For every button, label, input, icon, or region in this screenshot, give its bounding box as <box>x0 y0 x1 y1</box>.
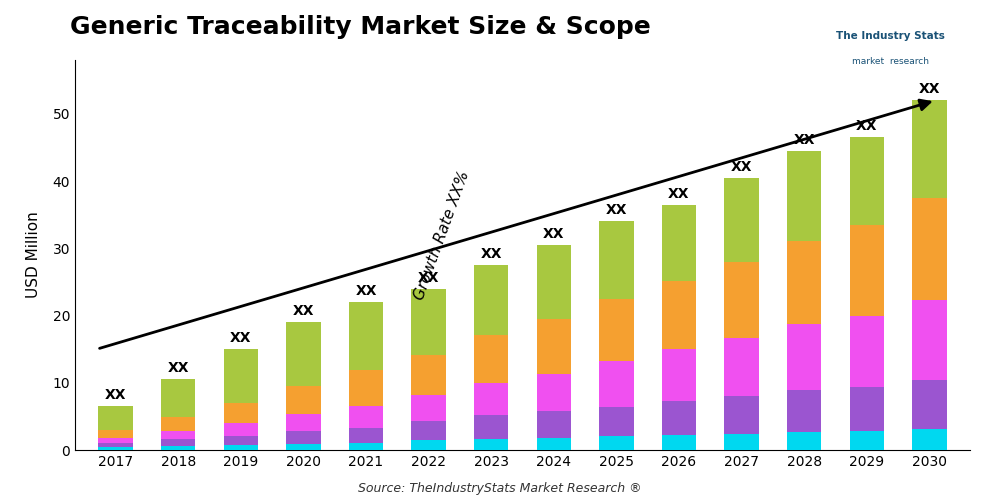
Bar <box>724 396 759 434</box>
Bar <box>724 338 759 396</box>
Bar <box>474 439 508 450</box>
Bar <box>161 440 195 446</box>
Bar <box>662 436 696 450</box>
Bar <box>349 406 383 428</box>
Text: XX: XX <box>543 227 565 241</box>
Bar <box>224 423 258 436</box>
Bar <box>537 374 571 411</box>
Bar <box>161 431 195 440</box>
Bar <box>161 446 195 450</box>
Bar <box>724 262 759 338</box>
Bar <box>474 265 508 336</box>
Bar <box>474 384 508 415</box>
Bar <box>411 395 446 421</box>
Bar <box>286 322 321 386</box>
Text: Generic Traceability Market Size & Scope: Generic Traceability Market Size & Scope <box>70 15 651 39</box>
Bar <box>286 431 321 444</box>
Text: XX: XX <box>480 247 502 261</box>
Text: XX: XX <box>355 284 377 298</box>
Text: XX: XX <box>793 132 815 146</box>
Bar <box>98 448 133 450</box>
Bar <box>537 245 571 318</box>
Bar <box>850 138 884 225</box>
Text: Source: TheIndustryStats Market Research ®: Source: TheIndustryStats Market Research… <box>358 482 642 495</box>
Bar <box>224 445 258 450</box>
Bar <box>787 324 821 390</box>
Bar <box>349 370 383 406</box>
Bar <box>411 440 446 450</box>
Bar <box>850 431 884 450</box>
Bar <box>850 225 884 316</box>
Bar <box>787 432 821 450</box>
Bar <box>98 406 133 430</box>
Bar <box>724 434 759 450</box>
Bar <box>411 288 446 355</box>
Bar <box>662 401 696 436</box>
Bar <box>599 299 634 361</box>
Bar <box>912 429 947 450</box>
Y-axis label: USD Million: USD Million <box>26 212 41 298</box>
Bar <box>161 417 195 431</box>
Bar <box>224 349 258 403</box>
Bar <box>474 415 508 439</box>
Text: XX: XX <box>293 304 314 318</box>
Bar <box>912 300 947 380</box>
Bar <box>787 390 821 432</box>
Bar <box>599 361 634 406</box>
Bar <box>662 280 696 349</box>
Bar <box>98 438 133 444</box>
Bar <box>787 151 821 240</box>
Text: XX: XX <box>919 82 940 96</box>
Bar <box>286 414 321 431</box>
Bar <box>599 406 634 436</box>
Text: XX: XX <box>168 362 189 376</box>
Bar <box>724 178 759 262</box>
Bar <box>912 198 947 300</box>
Bar <box>224 436 258 445</box>
Bar <box>411 355 446 395</box>
Text: XX: XX <box>105 388 126 402</box>
Bar <box>98 430 133 438</box>
Text: The Industry Stats: The Industry Stats <box>836 31 944 42</box>
Bar <box>286 444 321 450</box>
Bar <box>850 388 884 431</box>
Bar <box>850 316 884 388</box>
Bar <box>599 436 634 450</box>
Bar <box>662 350 696 401</box>
Text: XX: XX <box>856 120 877 134</box>
Bar <box>912 100 947 198</box>
Text: XX: XX <box>418 270 439 284</box>
Bar <box>411 421 446 440</box>
Text: XX: XX <box>731 160 752 173</box>
Bar <box>537 411 571 438</box>
Bar <box>537 438 571 450</box>
Bar <box>349 302 383 370</box>
Bar <box>599 222 634 299</box>
Bar <box>349 442 383 450</box>
Bar <box>912 380 947 429</box>
Text: Growth Rate XX%: Growth Rate XX% <box>412 169 472 302</box>
Text: market  research: market research <box>852 57 928 66</box>
Bar <box>787 240 821 324</box>
Bar <box>98 444 133 448</box>
Text: XX: XX <box>668 186 690 200</box>
Bar <box>474 336 508 384</box>
Bar <box>286 386 321 414</box>
Bar <box>662 204 696 281</box>
Text: XX: XX <box>606 204 627 218</box>
Bar <box>224 402 258 423</box>
Text: XX: XX <box>230 331 252 345</box>
Bar <box>537 318 571 374</box>
Bar <box>161 380 195 417</box>
Bar <box>349 428 383 442</box>
